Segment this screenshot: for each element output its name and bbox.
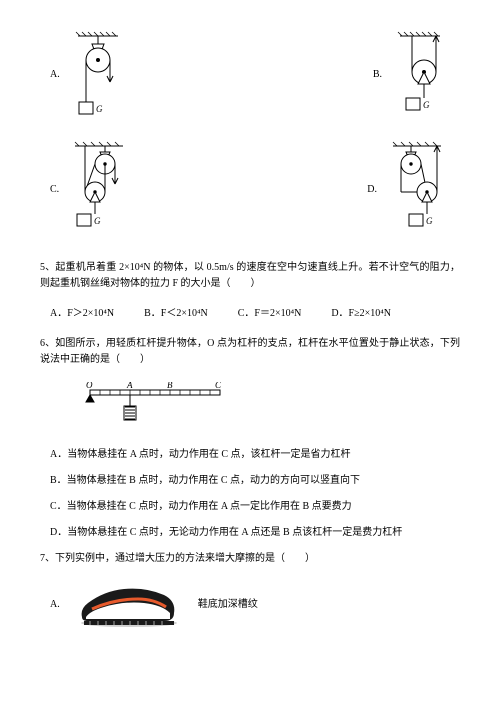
lever-a: A <box>126 382 133 390</box>
q5-choice-c: C．F＝2×10⁴N <box>238 306 302 322</box>
pulley-b-weight: G <box>423 100 430 110</box>
pulley-d-diagram: G <box>385 140 450 240</box>
q5-choice-d: D．F≥2×10⁴N <box>331 306 391 322</box>
pulley-d-label: D. <box>367 182 377 198</box>
pulley-b-diagram: G <box>390 30 450 120</box>
q6-statements: A．当物体悬挂在 A 点时，动力作用在 C 点，该杠杆一定是省力杠杆 B．当物体… <box>40 447 460 541</box>
q6-stmt-c: C．当物体悬挂在 C 点时，动力作用在 A 点一定比作用在 B 点要费力 <box>40 499 460 515</box>
q5-text: 5、起重机吊着重 2×10⁴N 的物体，以 0.5m/s 的速度在空中匀速直线上… <box>40 262 460 289</box>
pulley-option-a: A. G <box>50 30 128 120</box>
q6-text: 6、如图所示，用轻质杠杆提升物体，O 点为杠杆的支点，杠杆在水平位置处于静止状态… <box>40 338 460 365</box>
question-7: 7、下列实例中，通过增大压力的方法来增大摩擦的是（ ） <box>40 551 460 567</box>
lever-diagram: O A B C <box>80 382 460 433</box>
question-6: 6、如图所示，用轻质杠杆提升物体，O 点为杠杆的支点，杠杆在水平位置处于静止状态… <box>40 336 460 368</box>
pulley-a-weight: G <box>96 104 103 114</box>
pulley-c-diagram: G <box>67 140 132 240</box>
lever-c: C <box>215 382 222 390</box>
pulley-option-c: C. G <box>50 140 132 240</box>
q6-stmt-a: A．当物体悬挂在 A 点时，动力作用在 C 点，该杠杆一定是省力杠杆 <box>40 447 460 463</box>
pulley-option-b: B. G <box>373 30 450 120</box>
lever-b: B <box>167 382 173 390</box>
q7-shoe-caption: 鞋底加深槽纹 <box>198 597 258 613</box>
lever-o: O <box>86 382 93 390</box>
q6-stmt-b: B．当物体悬挂在 B 点时，动力作用在 C 点，动力的方向可以竖直向下 <box>40 473 460 489</box>
q6-stmt-d: D．当物体悬挂在 C 点时，无论动力作用在 A 点还是 B 点该杠杆一定是费力杠… <box>40 525 460 541</box>
q7-text: 7、下列实例中，通过增大压力的方法来增大摩擦的是（ ） <box>40 553 315 564</box>
pulley-row-1: A. G B. <box>40 30 460 120</box>
shoe-icon <box>74 581 184 629</box>
pulley-d-weight: G <box>426 216 433 226</box>
question-5: 5、起重机吊着重 2×10⁴N 的物体，以 0.5m/s 的速度在空中匀速直线上… <box>40 260 460 292</box>
pulley-a-label: A. <box>50 67 60 83</box>
pulley-option-d: D. G <box>367 140 450 240</box>
q7-shoe-label: A. <box>50 597 60 613</box>
q5-choice-b: B．F＜2×10⁴N <box>144 306 208 322</box>
pulley-b-label: B. <box>373 67 382 83</box>
pulley-row-2: C. G D. <box>40 140 460 240</box>
q7-option-a: A. 鞋底加深槽纹 <box>40 581 460 629</box>
pulley-c-weight: G <box>94 216 101 226</box>
pulley-a-diagram: G <box>68 30 128 120</box>
q5-choice-a: A．F＞2×10⁴N <box>50 306 114 322</box>
q5-choices: A．F＞2×10⁴N B．F＜2×10⁴N C．F＝2×10⁴N D．F≥2×1… <box>40 306 460 322</box>
pulley-c-label: C. <box>50 182 59 198</box>
